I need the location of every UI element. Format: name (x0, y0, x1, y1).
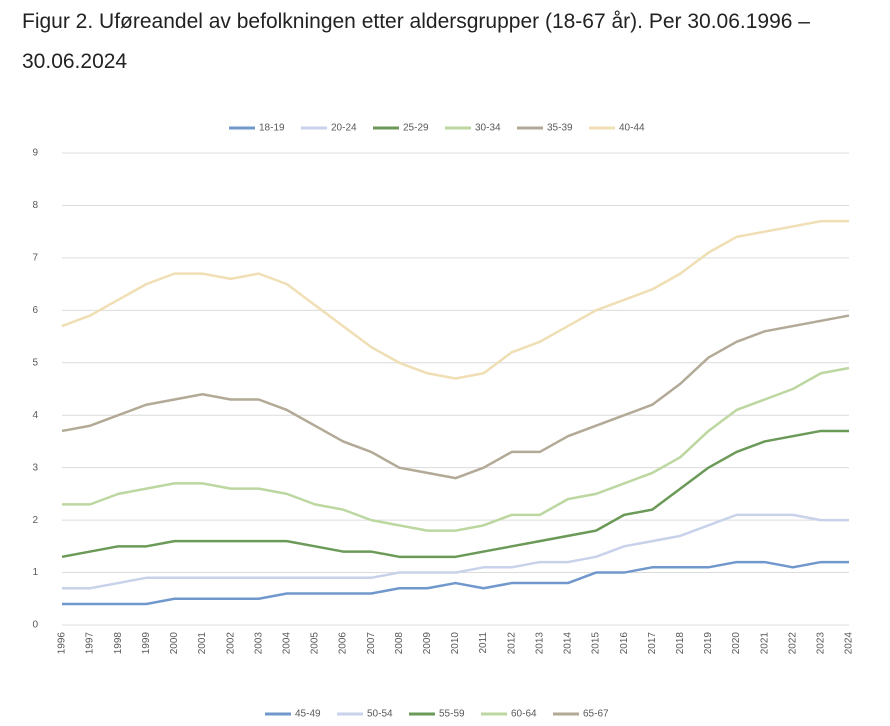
x-tick-label: 1998 (113, 632, 124, 655)
legend-label: 35-39 (547, 123, 573, 134)
y-tick-label: 7 (32, 253, 38, 264)
series-line (62, 560, 849, 606)
x-tick-label: 2013 (534, 632, 545, 655)
legend-label: 45-49 (295, 709, 321, 720)
x-tick-label: 2020 (731, 632, 742, 655)
x-tick-label: 2017 (647, 632, 658, 655)
y-tick-label: 9 (32, 148, 38, 159)
chart-title: Figur 2. Uføreandel av befolkningen ette… (22, 10, 810, 73)
legend-label: 30-34 (475, 123, 501, 134)
series-line (62, 366, 850, 532)
legend-label: 20-24 (331, 123, 357, 134)
series-line (61, 314, 850, 480)
x-tick-label: 2018 (675, 632, 686, 655)
y-tick-label: 0 (32, 620, 38, 631)
x-tick-label: 2011 (478, 632, 489, 654)
x-tick-label: 1999 (141, 632, 152, 655)
x-tick-label: 1997 (85, 632, 96, 655)
legend-label: 25-29 (403, 123, 429, 134)
legend-label: 50-54 (367, 709, 393, 720)
x-tick-label: 2007 (366, 632, 377, 655)
x-tick-label: 2009 (422, 632, 433, 655)
x-tick-label: 2022 (787, 632, 798, 655)
x-tick-label: 2016 (619, 632, 630, 655)
legend-label: 18-19 (259, 123, 285, 134)
x-tick-label: 2003 (253, 632, 264, 655)
legend-label: 40-44 (619, 123, 645, 134)
x-tick-label: 2008 (394, 632, 405, 655)
x-tick-label: 2006 (338, 632, 349, 655)
x-tick-label: 1996 (57, 632, 68, 655)
series-line (61, 219, 849, 380)
y-tick-label: 1 (32, 567, 38, 578)
x-tick-label: 2015 (591, 632, 602, 655)
y-tick-label: 2 (32, 515, 38, 526)
legend-label: 55-59 (439, 709, 465, 720)
x-tick-label: 2023 (816, 632, 827, 655)
x-tick-label: 2005 (310, 632, 321, 655)
x-tick-label: 2021 (759, 632, 770, 655)
series-line (62, 513, 849, 590)
series-line (61, 429, 849, 559)
x-tick-label: 2010 (450, 632, 461, 655)
x-tick-label: 2002 (225, 632, 236, 655)
x-tick-label: 2000 (169, 632, 180, 655)
x-tick-label: 2012 (506, 632, 517, 655)
legend-label: 65-67 (583, 709, 609, 720)
x-tick-label: 2001 (197, 632, 208, 655)
x-tick-label: 2024 (844, 632, 855, 655)
y-tick-label: 3 (32, 462, 38, 473)
x-tick-label: 2014 (563, 632, 574, 655)
x-tick-label: 2004 (281, 632, 292, 655)
y-tick-label: 5 (32, 357, 38, 368)
y-tick-label: 6 (32, 305, 38, 316)
y-tick-label: 4 (32, 410, 38, 421)
legend-label: 60-64 (511, 709, 537, 720)
y-tick-label: 8 (32, 200, 38, 211)
x-tick-label: 2019 (703, 632, 714, 655)
